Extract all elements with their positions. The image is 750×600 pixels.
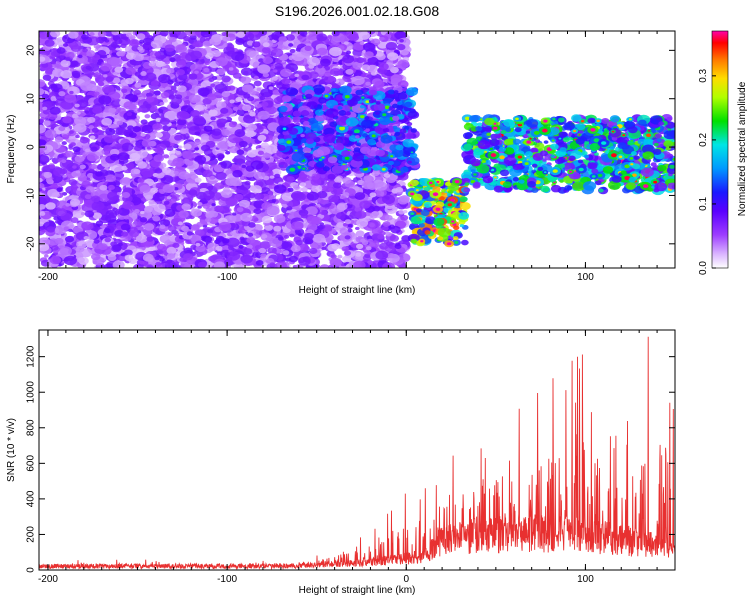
- spectrogram-y-tick-label: 10: [26, 93, 37, 105]
- colorbar-label: Normalized spectral amplitude: [737, 81, 748, 216]
- spectrogram-frame: [38, 30, 676, 269]
- snr-x-tick-label: 100: [577, 574, 594, 585]
- chart-title: S196.2026.001.02.18.G08: [275, 3, 439, 19]
- spectrogram-x-tick-label: -100: [217, 272, 237, 283]
- snr-frame: [38, 329, 676, 571]
- snr-y-tick-label: 200: [26, 526, 37, 543]
- snr-y-tick-label: 800: [26, 419, 37, 436]
- spectrogram-heatmap: [39, 31, 675, 268]
- snr-x-tick-label: -200: [38, 574, 58, 585]
- spectrogram-x-axis-label: Height of straight line (km): [299, 285, 416, 296]
- snr-y-tick-label: 0: [26, 567, 37, 573]
- snr-x-tick-label: -100: [217, 574, 237, 585]
- snr-y-tick-label: 400: [26, 490, 37, 507]
- snr-y-tick-label: 1000: [26, 381, 37, 404]
- spectrogram-y-tick-label: 20: [26, 44, 37, 56]
- spectrogram-y-axis-label: Frequency (Hz): [6, 115, 17, 184]
- snr-plot-area: [39, 336, 675, 570]
- colorbar-axis: 0.0 0.1 0.2 0.3: [698, 30, 729, 275]
- colorbar-tick-label: 0.0: [698, 261, 709, 275]
- colorbar-tick-label: 0.2: [698, 133, 709, 147]
- snr-y-tick-label: 600: [26, 455, 37, 472]
- colorbar: [712, 31, 728, 268]
- colorbar-tick-label: 0.1: [698, 197, 709, 211]
- snr-series-line: [39, 336, 675, 570]
- snr-y-tick-label: 1200: [26, 345, 37, 368]
- snr-y-axis-label: SNR (10 * v/v): [6, 418, 17, 482]
- spectrogram-x-tick-label: 100: [577, 272, 594, 283]
- snr-x-axis-label: Height of straight line (km): [299, 585, 416, 596]
- spectrogram-x-tick-label: 0: [403, 272, 409, 283]
- spectrogram-y-tick-label: -20: [26, 236, 37, 251]
- colorbar-frame: [711, 30, 729, 269]
- colorbar-tick-label: 0.3: [698, 68, 709, 82]
- snr-x-tick-label: 0: [403, 574, 409, 585]
- spectrogram-y-tick-label: -10: [26, 188, 37, 203]
- spectrogram-y-tick-label: 0: [26, 144, 37, 150]
- spectrogram-x-tick-label: -200: [38, 272, 58, 283]
